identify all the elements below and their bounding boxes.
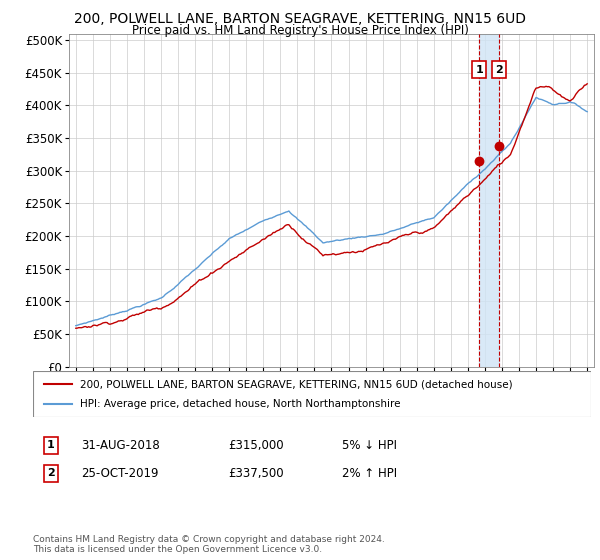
Text: 5% ↓ HPI: 5% ↓ HPI	[342, 438, 397, 452]
Text: HPI: Average price, detached house, North Northamptonshire: HPI: Average price, detached house, Nort…	[80, 399, 401, 409]
FancyBboxPatch shape	[33, 371, 591, 417]
Text: 1: 1	[475, 64, 483, 74]
Point	[494, 142, 503, 151]
Text: £337,500: £337,500	[228, 466, 284, 480]
Bar	[479, 34, 499, 367]
Text: 200, POLWELL LANE, BARTON SEAGRAVE, KETTERING, NN15 6UD: 200, POLWELL LANE, BARTON SEAGRAVE, KETT…	[74, 12, 526, 26]
Text: 31-AUG-2018: 31-AUG-2018	[81, 438, 160, 452]
Text: 2% ↑ HPI: 2% ↑ HPI	[342, 466, 397, 480]
Text: 200, POLWELL LANE, BARTON SEAGRAVE, KETTERING, NN15 6UD (detached house): 200, POLWELL LANE, BARTON SEAGRAVE, KETT…	[80, 379, 513, 389]
Text: Contains HM Land Registry data © Crown copyright and database right 2024.
This d: Contains HM Land Registry data © Crown c…	[33, 535, 385, 554]
Text: Price paid vs. HM Land Registry's House Price Index (HPI): Price paid vs. HM Land Registry's House …	[131, 24, 469, 37]
Text: 2: 2	[495, 64, 503, 74]
Text: 2: 2	[47, 468, 55, 478]
Text: 1: 1	[47, 440, 55, 450]
Point	[475, 156, 484, 166]
Text: 25-OCT-2019: 25-OCT-2019	[81, 466, 158, 480]
Text: £315,000: £315,000	[228, 438, 284, 452]
